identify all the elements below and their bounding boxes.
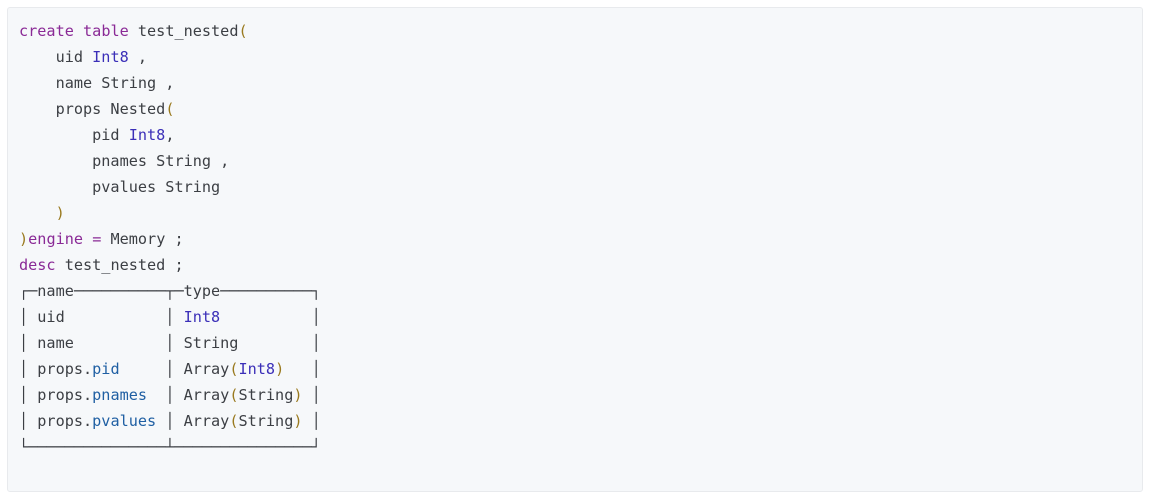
code-token-plain: Memory ; [101, 230, 184, 248]
code-token-plain [74, 22, 83, 40]
code-token-paren: ( [165, 100, 175, 118]
code-token-plain: name String , [19, 74, 175, 92]
code-token-plain: │ Array [156, 412, 230, 430]
code-token-plain [19, 204, 56, 222]
code-token-plain: │ [302, 386, 321, 404]
code-line: └───────────────┴───────────────┘ [19, 434, 1132, 460]
code-line: uid Int8 , [19, 44, 1132, 70]
code-token-plain: String [238, 386, 294, 404]
code-token-plain: props Nested [19, 100, 166, 118]
code-token-plain: └───────────────┴───────────────┘ [19, 438, 321, 456]
code-line: name String , [19, 70, 1132, 96]
code-line: pvalues String [19, 174, 1132, 200]
code-token-plain: test_nested [128, 22, 239, 40]
code-token-plain: │ props. [19, 360, 93, 378]
code-token-paren: ) [55, 204, 65, 222]
code-token-paren: ) [19, 230, 29, 248]
code-line: │ props.pnames │ Array(String) │ [19, 382, 1132, 408]
code-token-plain: , [165, 126, 175, 144]
code-line: props Nested( [19, 96, 1132, 122]
code-token-plain: pnames String , [19, 152, 230, 170]
code-token-type: Int8 [128, 126, 166, 144]
code-token-type: Int8 [183, 308, 221, 326]
code-token-type: Int8 [92, 48, 129, 66]
code-token-keyword: table [83, 22, 129, 40]
code-token-plain: │ [284, 360, 321, 378]
code-token-paren: ) [293, 386, 303, 404]
code-token-type: Int8 [238, 360, 276, 378]
code-line: pnames String , [19, 148, 1132, 174]
code-line: pid Int8, [19, 122, 1132, 148]
code-line: │ props.pvalues │ Array(String) │ [19, 408, 1132, 434]
code-token-field: pid [92, 360, 120, 378]
code-line: ┌─name──────────┬─type──────────┐ [19, 278, 1132, 304]
code-token-plain: , [128, 48, 148, 66]
code-token-plain: test_nested ; [55, 256, 184, 274]
code-token-plain: String [238, 412, 294, 430]
code-token-plain: │ props. [19, 412, 93, 430]
code-line: │ name │ String │ [19, 330, 1132, 356]
code-block: create table test_nested( uid Int8 , nam… [7, 7, 1143, 492]
code-token-paren: ) [275, 360, 285, 378]
code-token-paren: ( [238, 22, 248, 40]
code-line: desc test_nested ; [19, 252, 1132, 278]
code-token-paren: ( [229, 412, 239, 430]
code-token-plain: │ name │ String │ [19, 334, 321, 352]
code-line: │ uid │ Int8 │ [19, 304, 1132, 330]
code-token-plain: pid [19, 126, 129, 144]
code-token-plain: │ props. [19, 386, 93, 404]
code-token-plain: │ [302, 412, 321, 430]
code-token-plain: │ [220, 308, 321, 326]
code-token-keyword: = [92, 230, 102, 248]
code-line: │ props.pid │ Array(Int8) │ [19, 356, 1132, 382]
code-content: create table test_nested( uid Int8 , nam… [19, 18, 1132, 491]
code-token-keyword: engine [28, 230, 84, 248]
code-token-field: pvalues [92, 412, 157, 430]
code-token-plain: │ uid │ [19, 308, 184, 326]
code-token-plain: ┌─name──────────┬─type──────────┐ [19, 282, 321, 300]
code-line: )engine = Memory ; [19, 226, 1132, 252]
code-token-keyword: create [19, 22, 74, 40]
code-token-paren: ( [229, 360, 239, 378]
code-token-plain: │ Array [147, 386, 230, 404]
code-token-paren: ) [293, 412, 303, 430]
code-token-plain: pvalues String [19, 178, 221, 196]
code-token-plain [83, 230, 92, 248]
code-token-field: pnames [92, 386, 148, 404]
code-token-keyword: desc [19, 256, 56, 274]
code-line: create table test_nested( [19, 18, 1132, 44]
code-line: ) [19, 200, 1132, 226]
code-token-plain: uid [19, 48, 93, 66]
code-token-paren: ( [229, 386, 239, 404]
code-token-plain: │ Array [119, 360, 230, 378]
